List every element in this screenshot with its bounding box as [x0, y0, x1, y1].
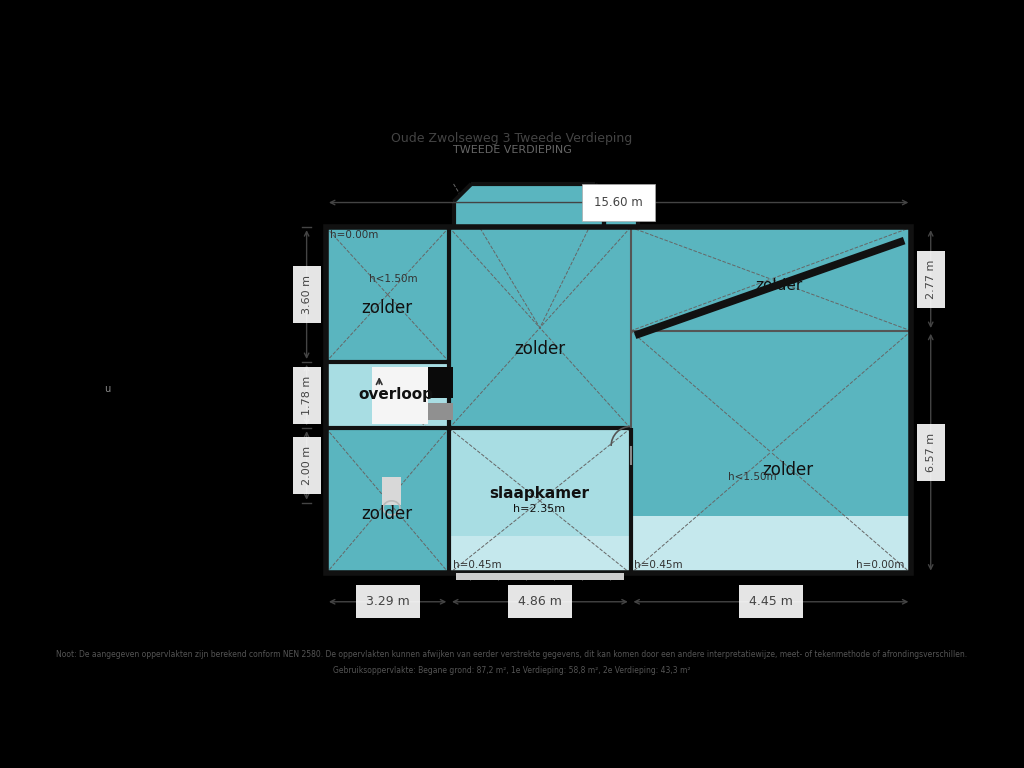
Text: zolder: zolder [361, 505, 413, 523]
Text: overloop: overloop [358, 387, 433, 402]
Text: Oude Zwolseweg 3 Tweede Verdieping: Oude Zwolseweg 3 Tweede Verdieping [391, 132, 633, 145]
Text: h=2.35m: h=2.35m [513, 504, 565, 514]
Bar [428, 402, 453, 420]
Text: 2.77 m: 2.77 m [926, 260, 936, 299]
Text: 15.60 m: 15.60 m [594, 196, 643, 209]
Text: h<1.50m: h<1.50m [369, 273, 417, 283]
Bar [428, 367, 453, 399]
Text: 4.45 m: 4.45 m [749, 595, 793, 608]
Text: slaapkamer: slaapkamer [489, 486, 590, 502]
Text: TWEEDE VERDIEPING: TWEEDE VERDIEPING [453, 145, 571, 155]
Bar [372, 367, 428, 424]
Text: 1.78 m: 1.78 m [302, 376, 311, 415]
Bar [382, 477, 401, 505]
Bar [631, 331, 911, 574]
Bar [326, 429, 450, 574]
Text: h=0.00m: h=0.00m [330, 230, 378, 240]
Bar [450, 429, 631, 574]
Bar [326, 227, 911, 574]
Polygon shape [454, 184, 604, 227]
Text: zolder: zolder [763, 461, 814, 479]
Bar [326, 362, 450, 429]
Bar [450, 227, 631, 429]
Text: h=0.45m: h=0.45m [634, 560, 683, 570]
Text: Gebruiksoppervlakte: Begane grond: 87,2 m², 1e Verdieping: 58,8 m², 2e Verdiepin: Gebruiksoppervlakte: Begane grond: 87,2 … [333, 667, 691, 675]
Text: 4.86 m: 4.86 m [518, 595, 562, 608]
Text: Noot: De aangegeven oppervlakten zijn berekend conform NEN 2580. De oppervlakten: Noot: De aangegeven oppervlakten zijn be… [56, 650, 968, 660]
Text: u: u [104, 384, 111, 394]
Bar [326, 227, 450, 362]
Bar [451, 536, 629, 574]
Bar [457, 574, 624, 580]
Bar [633, 516, 909, 574]
Text: zolder: zolder [756, 278, 803, 293]
Text: zolder: zolder [361, 299, 413, 317]
Text: h=0.45m: h=0.45m [453, 560, 502, 570]
Text: zolder: zolder [514, 340, 565, 359]
Text: 6.57 m: 6.57 m [926, 432, 936, 472]
Text: 2.00 m: 2.00 m [302, 446, 311, 485]
Text: h<1.50m: h<1.50m [728, 472, 776, 482]
Text: 3.29 m: 3.29 m [366, 595, 410, 608]
Text: h=0.00m: h=0.00m [856, 561, 905, 571]
Bar [604, 211, 638, 227]
Text: 3.60 m: 3.60 m [302, 275, 311, 314]
Bar [631, 227, 911, 331]
